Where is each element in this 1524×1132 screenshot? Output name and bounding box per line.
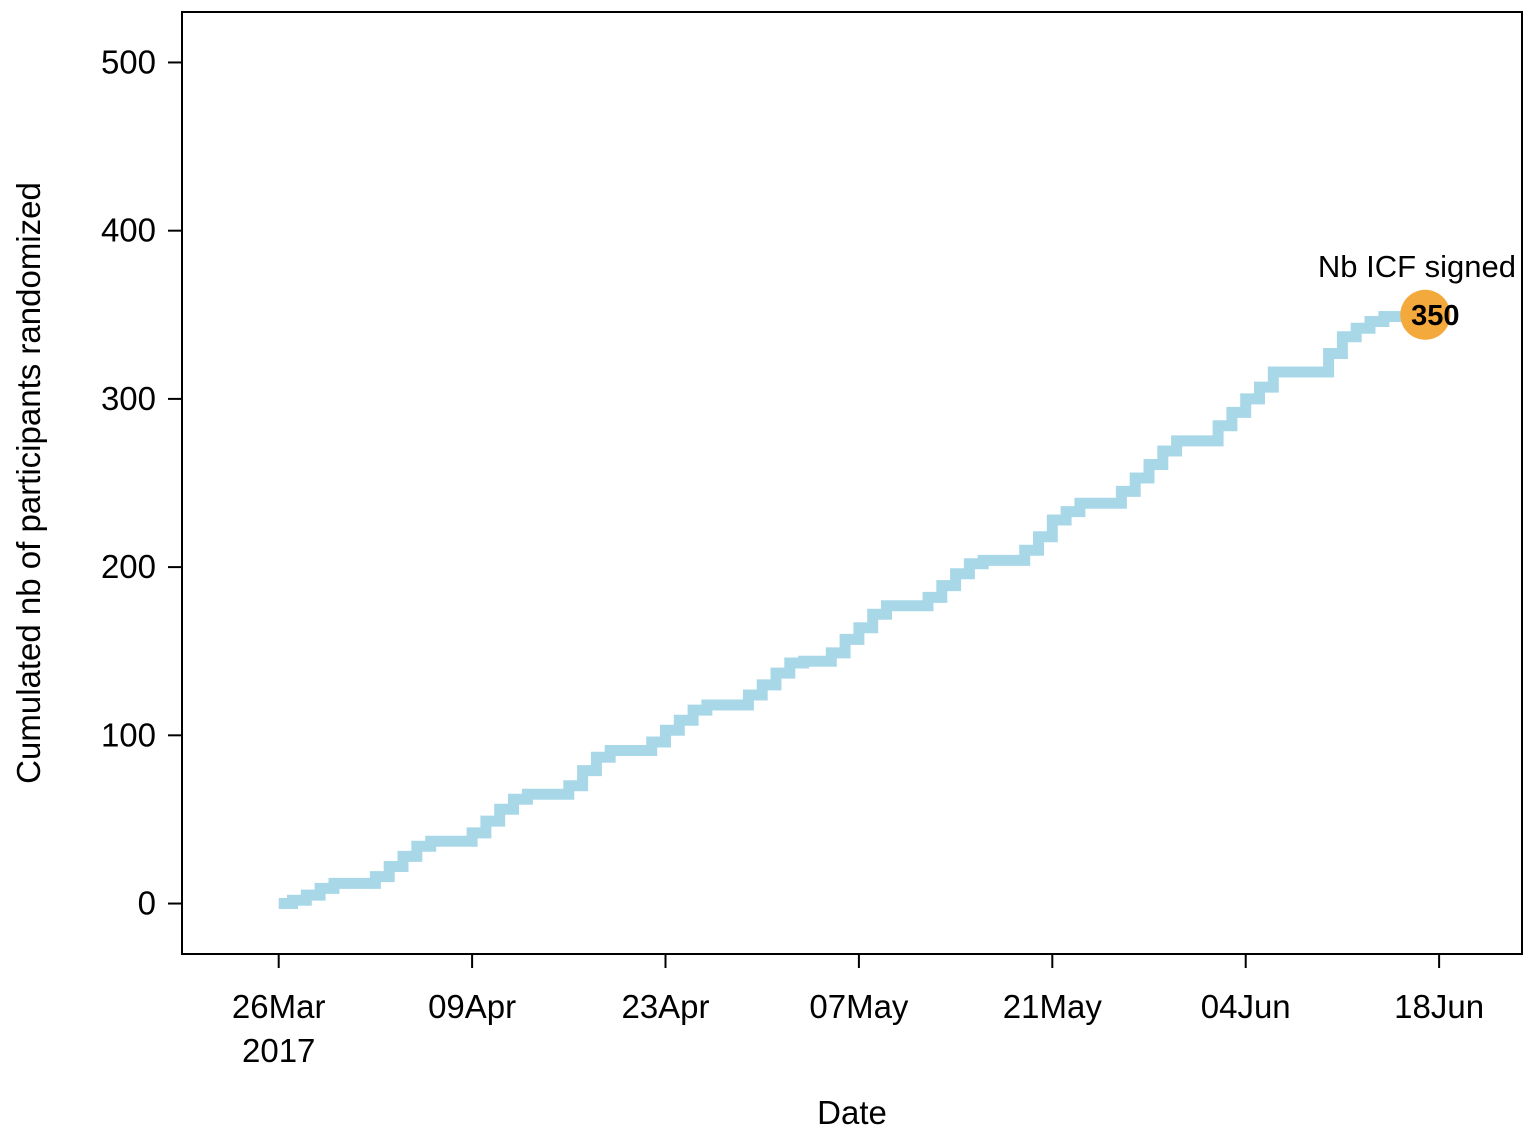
annotation-marker-label: 350 [1411, 300, 1459, 332]
x-tick-label: 07May [809, 988, 909, 1025]
x-tick-label: 26Mar [232, 988, 326, 1025]
x-tick-label: 18Jun [1394, 988, 1484, 1025]
plot-frame [181, 11, 1523, 955]
y-tick-label: 400 [101, 212, 156, 249]
y-tick-label: 0 [138, 885, 156, 922]
x-tick-label: 04Jun [1201, 988, 1291, 1025]
y-axis-ticks: 0 100 200 300 400 500 [101, 43, 182, 922]
x-tick-label: 23Apr [621, 988, 709, 1025]
y-axis-title: Cumulated nb of participants randomized [10, 182, 47, 784]
annotation-marker [1400, 289, 1451, 340]
x-axis-title: Date [817, 1094, 887, 1131]
series-layer [278, 309, 1426, 909]
x-tick-label: 09Apr [428, 988, 516, 1025]
series-line [278, 309, 1426, 909]
x-tick-sublabel: 2017 [242, 1032, 315, 1069]
x-axis-ticks: 26Mar 2017 09Apr 23Apr 07May 21May 04Jun 18Jun [232, 954, 1484, 1069]
y-tick-label: 100 [101, 716, 156, 753]
y-tick-label: 300 [101, 380, 156, 417]
annotation-layer: 350 Nb ICF signed [1318, 249, 1516, 340]
y-tick-label: 200 [101, 548, 156, 585]
annotation-label: Nb ICF signed [1318, 249, 1516, 284]
y-tick-label: 500 [101, 43, 156, 80]
x-tick-label: 21May [1003, 988, 1103, 1025]
